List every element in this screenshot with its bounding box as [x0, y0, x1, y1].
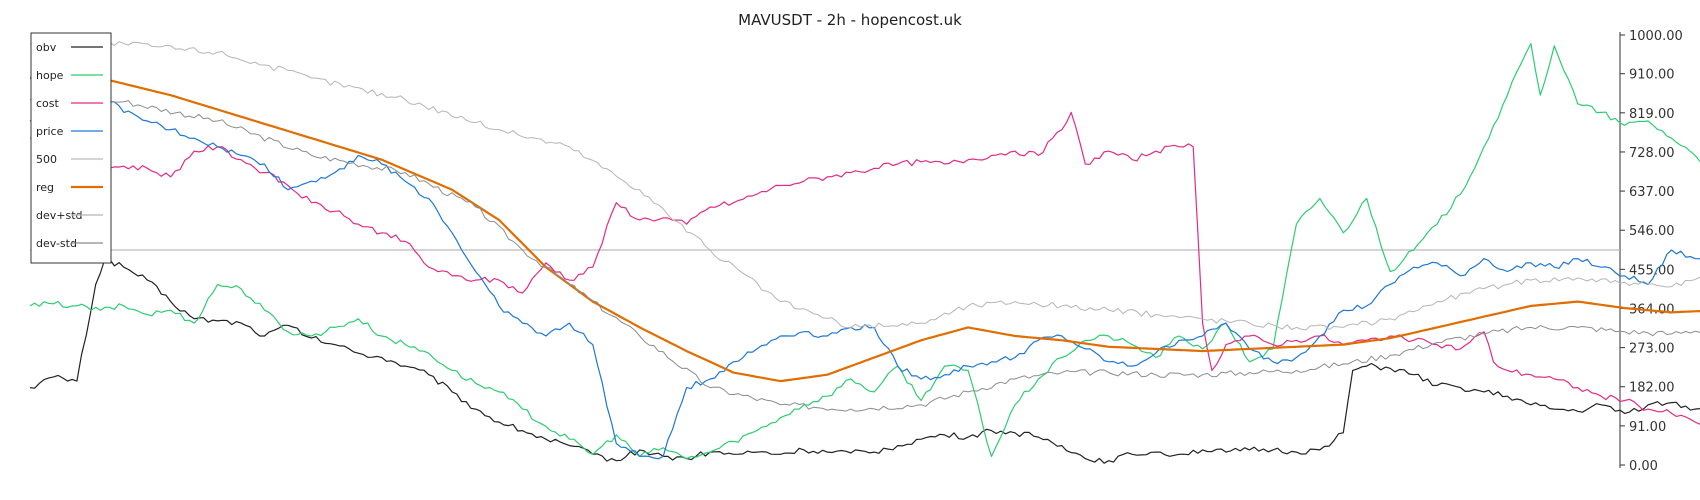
legend-label-dev-std: dev+std: [36, 209, 83, 222]
series-hope: [29, 43, 1700, 460]
series-price: [29, 90, 1700, 460]
y-tick-label: 1000.00: [1629, 29, 1683, 44]
series-reg: [30, 76, 1700, 383]
y-tick-label: 91.00: [1629, 420, 1666, 435]
legend: obv hope cost price 500 reg dev+std dev-std: [30, 32, 112, 264]
series-dev-std: [29, 97, 1700, 412]
y-tick-label: 728.00: [1629, 146, 1675, 161]
y-tick-label: 273.00: [1629, 342, 1675, 357]
legend-label-500: 500: [36, 153, 57, 166]
y-tick-label: 546.00: [1629, 224, 1675, 239]
y-tick-label: 910.00: [1629, 68, 1675, 83]
legend-label-hope: hope: [36, 69, 64, 82]
legend-label-price: price: [36, 125, 64, 138]
y-tick-label: 819.00: [1629, 107, 1675, 122]
y-axis: 0.0091.00182.00273.00364.00455.00546.006…: [1619, 29, 1683, 474]
legend-label-dev-std: dev-std: [36, 237, 77, 250]
y-tick-label: 455.00: [1629, 263, 1675, 278]
legend-box: [30, 32, 112, 264]
series-obv: [29, 258, 1700, 464]
legend-label-cost: cost: [36, 97, 60, 110]
y-tick-label: 182.00: [1629, 381, 1675, 396]
series-layer: [29, 40, 1700, 464]
y-tick-label: 637.00: [1629, 185, 1675, 200]
series-dev-std: [29, 40, 1700, 331]
chart-title: MAVUSDT - 2h - hopencost.uk: [738, 11, 962, 29]
series-cost: [29, 111, 1700, 425]
legend-label-reg: reg: [36, 181, 54, 194]
y-tick-label: 0.00: [1629, 459, 1658, 474]
legend-label-obv: obv: [36, 41, 57, 54]
